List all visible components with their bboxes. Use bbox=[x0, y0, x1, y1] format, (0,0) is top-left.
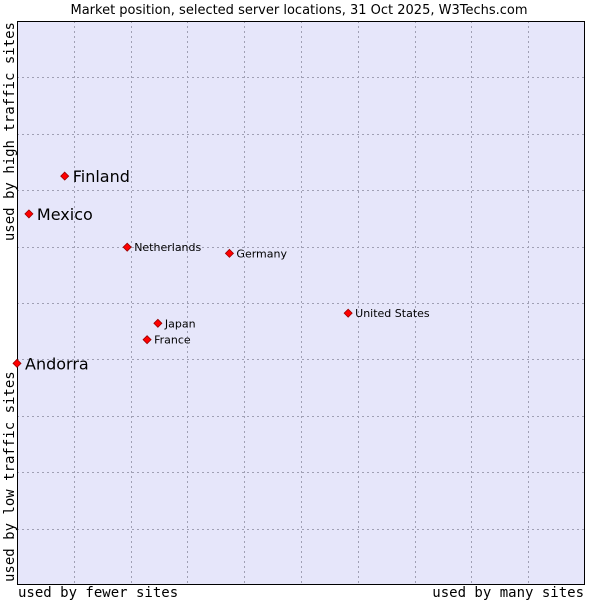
point-marker bbox=[142, 335, 152, 345]
point-label: Japan bbox=[164, 317, 196, 330]
point-marker bbox=[153, 318, 163, 328]
chart-title: Market position, selected server locatio… bbox=[70, 3, 527, 18]
point-label: Finland bbox=[73, 167, 130, 186]
data-point-united-states: United States bbox=[343, 307, 430, 320]
point-label: Mexico bbox=[37, 205, 93, 224]
grid-lines bbox=[17, 21, 585, 585]
data-point-finland: Finland bbox=[60, 167, 130, 186]
point-marker bbox=[24, 209, 34, 219]
data-point-netherlands: Netherlands bbox=[122, 241, 202, 254]
point-label: France bbox=[154, 334, 191, 347]
point-label: Netherlands bbox=[134, 241, 201, 254]
point-marker bbox=[60, 171, 70, 181]
plot-frame bbox=[17, 21, 585, 585]
point-label: United States bbox=[355, 307, 430, 320]
y-axis-label-bottom: used by low traffic sites bbox=[2, 371, 18, 582]
data-point-france: France bbox=[142, 334, 191, 347]
data-point-andorra: Andorra bbox=[12, 354, 89, 373]
x-axis-label-right: used by many sites bbox=[432, 585, 584, 600]
point-marker bbox=[122, 242, 132, 252]
data-point-germany: Germany bbox=[224, 247, 287, 260]
point-marker bbox=[224, 248, 234, 258]
point-marker bbox=[12, 358, 22, 368]
y-axis-label-top: used by high traffic sites bbox=[2, 22, 18, 241]
data-point-mexico: Mexico bbox=[24, 205, 93, 224]
data-point-japan: Japan bbox=[153, 317, 196, 330]
point-marker bbox=[343, 308, 353, 318]
point-label: Andorra bbox=[25, 354, 89, 373]
x-axis-label-left: used by fewer sites bbox=[18, 585, 178, 600]
point-label: Germany bbox=[236, 247, 287, 260]
data-points: Finland Mexico Netherlands Germany United St… bbox=[12, 167, 430, 373]
